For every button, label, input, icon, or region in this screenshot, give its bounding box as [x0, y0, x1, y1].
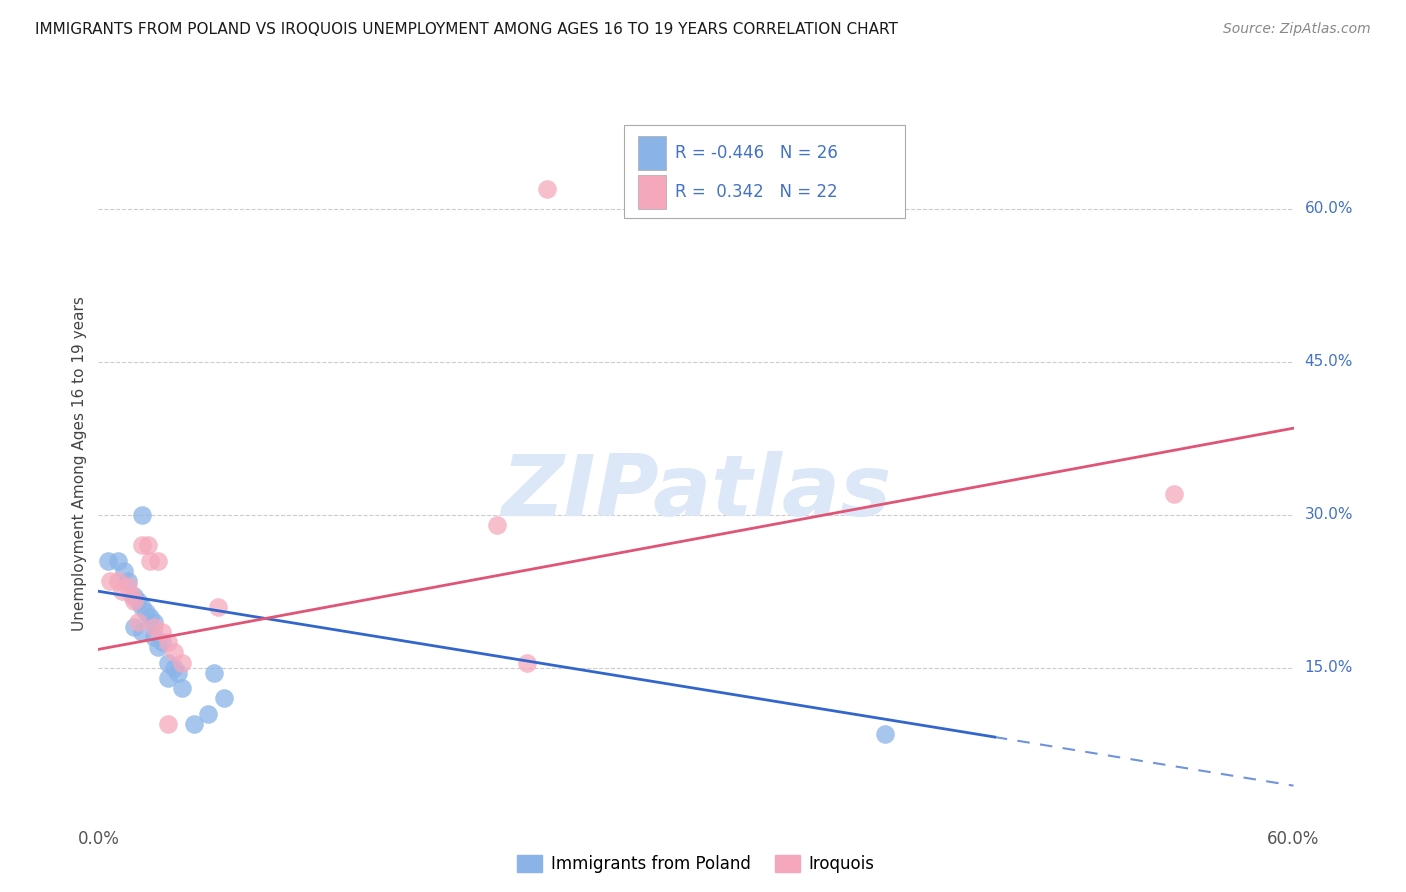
Legend: Immigrants from Poland, Iroquois: Immigrants from Poland, Iroquois — [510, 848, 882, 880]
Point — [143, 620, 166, 634]
Point — [98, 574, 122, 588]
Text: 30.0%: 30.0% — [1305, 508, 1353, 523]
Point — [121, 590, 143, 604]
Text: ZIPatlas: ZIPatlas — [501, 450, 891, 534]
Point — [172, 681, 194, 695]
Point — [150, 625, 173, 640]
Point — [131, 599, 153, 614]
Point — [97, 554, 120, 568]
Point — [111, 584, 134, 599]
Y-axis label: Unemployment Among Ages 16 to 19 years: Unemployment Among Ages 16 to 19 years — [72, 296, 87, 632]
Text: 15.0%: 15.0% — [1305, 660, 1353, 675]
Point — [485, 518, 508, 533]
Point — [148, 640, 170, 655]
Point — [163, 661, 186, 675]
Point — [157, 656, 180, 670]
Point — [107, 574, 129, 588]
Point — [117, 579, 139, 593]
Point — [207, 599, 229, 614]
Text: IMMIGRANTS FROM POLAND VS IROQUOIS UNEMPLOYMENT AMONG AGES 16 TO 19 YEARS CORREL: IMMIGRANTS FROM POLAND VS IROQUOIS UNEMP… — [35, 22, 898, 37]
Point — [183, 716, 205, 731]
Point — [112, 564, 135, 578]
Point — [157, 716, 180, 731]
Point — [117, 574, 139, 588]
Point — [135, 605, 157, 619]
Point — [131, 538, 153, 552]
Point — [127, 615, 149, 629]
Point — [150, 635, 173, 649]
Point — [139, 554, 162, 568]
Point — [127, 594, 149, 608]
Point — [163, 645, 186, 659]
Point — [536, 181, 558, 195]
Point — [131, 508, 153, 522]
Point — [124, 620, 146, 634]
Text: R =  0.342   N = 22: R = 0.342 N = 22 — [675, 183, 838, 201]
Text: Source: ZipAtlas.com: Source: ZipAtlas.com — [1223, 22, 1371, 37]
Point — [202, 665, 225, 680]
Point — [197, 706, 219, 721]
Text: 45.0%: 45.0% — [1305, 354, 1353, 369]
Point — [172, 656, 194, 670]
Point — [136, 538, 159, 552]
Point — [107, 554, 129, 568]
Point — [157, 671, 180, 685]
Text: 60.0%: 60.0% — [1305, 202, 1353, 217]
Point — [124, 590, 146, 604]
Point — [143, 630, 166, 644]
Point — [875, 727, 897, 741]
Point — [516, 656, 538, 670]
Text: R = -0.446   N = 26: R = -0.446 N = 26 — [675, 144, 838, 161]
Point — [124, 594, 146, 608]
Point — [1163, 487, 1185, 501]
Point — [143, 615, 166, 629]
Point — [131, 625, 153, 640]
Point — [167, 665, 190, 680]
Point — [139, 609, 162, 624]
Point — [148, 554, 170, 568]
Point — [212, 691, 235, 706]
Point — [157, 635, 180, 649]
